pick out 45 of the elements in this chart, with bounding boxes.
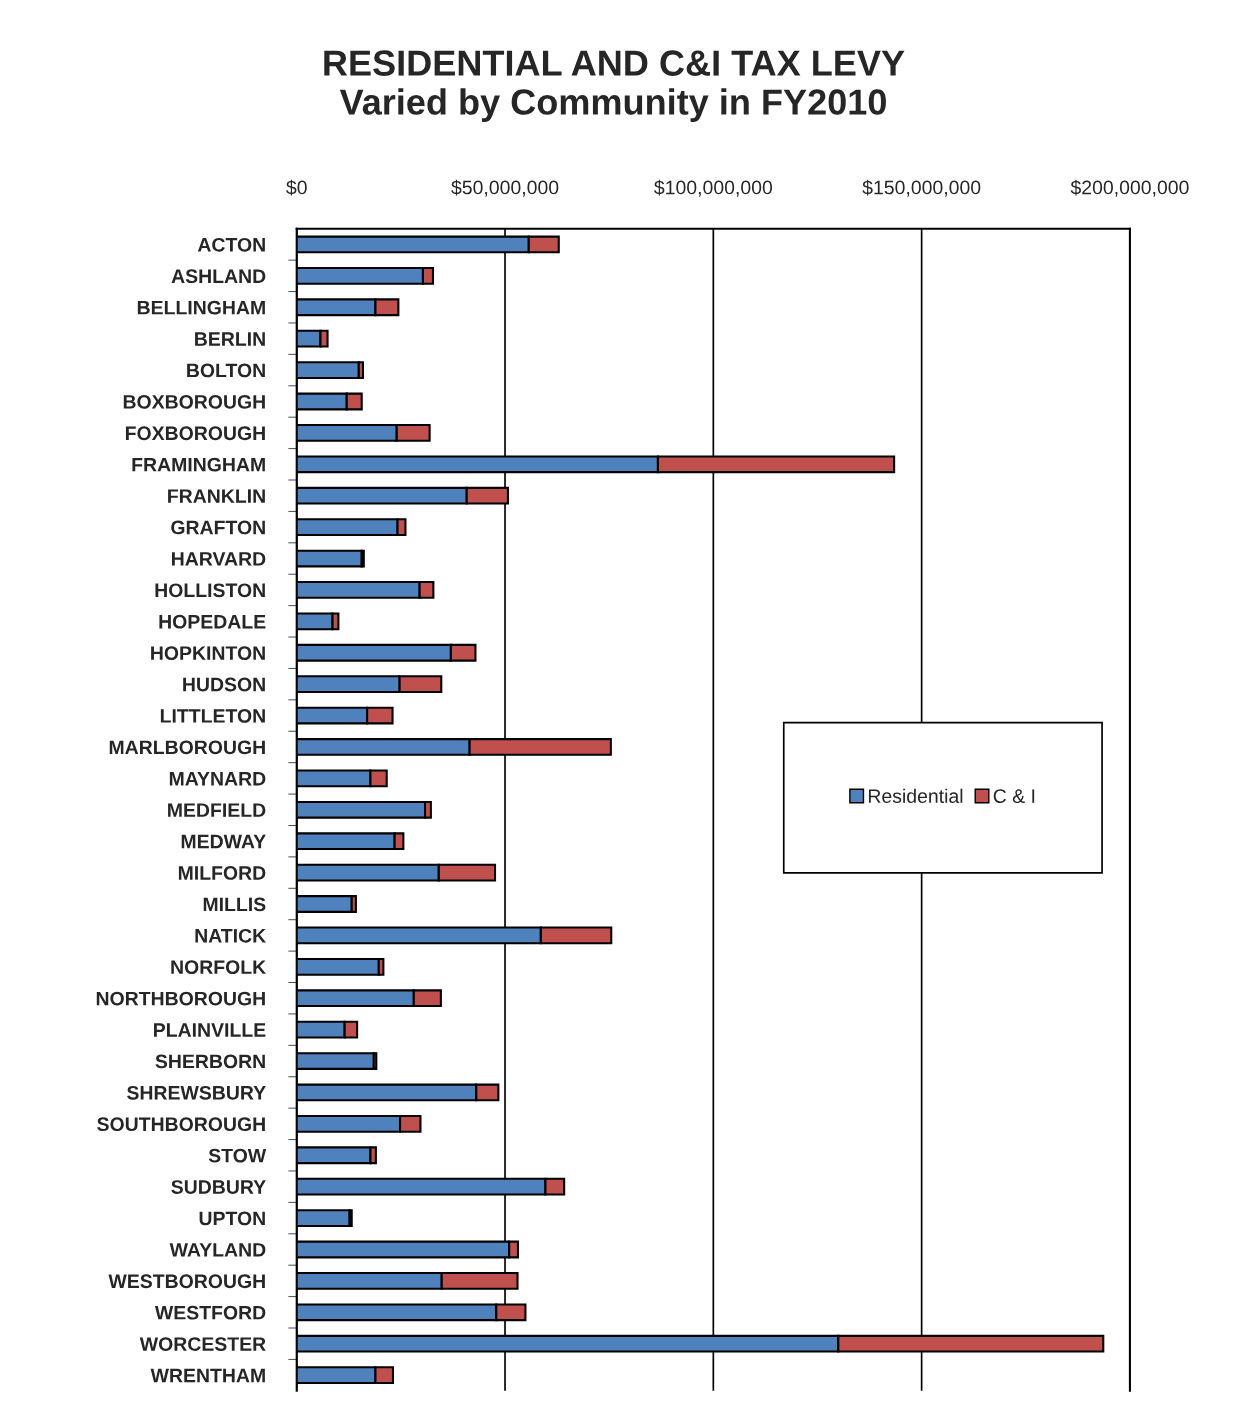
legend-label: C & I bbox=[993, 789, 1035, 803]
y-tick-label: WORCESTER bbox=[139, 1337, 266, 1351]
y-tick-label: MILFORD bbox=[178, 866, 266, 880]
y-tick-label: NORFOLK bbox=[171, 960, 266, 975]
y-tick-label: GRAFTON bbox=[171, 520, 265, 535]
y-tick-label: SOUTHBOROUGH bbox=[97, 1117, 265, 1132]
y-tick-label: FRAMINGHAM bbox=[132, 457, 265, 472]
y-tick-label: MEDWAY bbox=[181, 834, 266, 849]
y-tick-label: FOXBOROUGH bbox=[125, 426, 265, 441]
y-tick-label: FRANKLIN bbox=[168, 489, 265, 503]
legend-label: Residential bbox=[868, 788, 963, 803]
y-tick-label: UPTON bbox=[199, 1211, 265, 1226]
x-tick-label: $150,000,000 bbox=[862, 179, 981, 197]
y-tick-label: PLAINVILLE bbox=[154, 1023, 266, 1037]
y-tick-label: NORTHBOROUGH bbox=[96, 991, 265, 1006]
y-tick-label: BELLINGHAM bbox=[137, 300, 265, 315]
y-tick-label: BOXBOROUGH bbox=[123, 394, 265, 409]
x-tick-label: $50,000,000 bbox=[451, 179, 559, 197]
y-tick-label: BOLTON bbox=[187, 363, 265, 378]
y-tick-label: LITTLETON bbox=[160, 709, 265, 723]
y-tick-label: STOW bbox=[208, 1148, 267, 1163]
y-tick-label: SHERBORN bbox=[155, 1054, 265, 1069]
y-tick-label: HOLLISTON bbox=[155, 583, 265, 598]
y-tick-label: SUDBURY bbox=[171, 1180, 266, 1194]
x-tick-label: $0 bbox=[286, 179, 307, 196]
y-tick-label: WRENTHAM bbox=[150, 1368, 265, 1383]
y-tick-label: MAYNARD bbox=[169, 772, 266, 786]
y-tick-label: ASHLAND bbox=[171, 269, 266, 284]
y-tick-label: SHREWSBURY bbox=[127, 1085, 266, 1100]
y-tick-label: NATICK bbox=[195, 928, 266, 943]
y-tick-label: WAYLAND bbox=[169, 1243, 266, 1257]
y-tick-label: ACTON bbox=[197, 237, 265, 252]
y-tick-label: MEDFIELD bbox=[168, 803, 266, 817]
y-tick-label: HOPKINTON bbox=[151, 646, 265, 660]
y-tick-label: MARLBOROUGH bbox=[109, 740, 265, 755]
x-tick-label: $100,000,000 bbox=[654, 179, 773, 197]
y-tick-label: WESTFORD bbox=[154, 1305, 266, 1320]
y-tick-label: HUDSON bbox=[183, 677, 265, 692]
y-tick-label: HARVARD bbox=[172, 552, 266, 566]
y-tick-label: MILLIS bbox=[203, 897, 266, 912]
chart-title: RESIDENTIAL AND C&I TAX LEVY Varied by Community in FY2010 bbox=[324, 50, 905, 122]
y-tick-label: HOPEDALE bbox=[159, 614, 266, 629]
x-tick-label: $200,000,000 bbox=[1070, 179, 1189, 197]
y-tick-label: BERLIN bbox=[195, 332, 265, 346]
y-tick-label: WESTBOROUGH bbox=[108, 1274, 265, 1289]
